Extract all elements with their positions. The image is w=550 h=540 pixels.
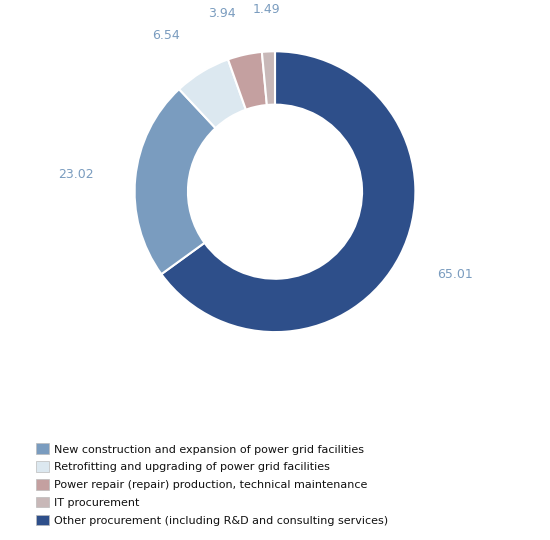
Legend: New construction and expansion of power grid facilities, Retrofitting and upgrad: New construction and expansion of power …: [33, 440, 392, 529]
Text: 1.49: 1.49: [252, 3, 280, 16]
Text: 23.02: 23.02: [58, 168, 94, 181]
Text: 3.94: 3.94: [208, 7, 235, 20]
Wedge shape: [262, 51, 275, 105]
Wedge shape: [161, 51, 415, 332]
Text: 6.54: 6.54: [152, 29, 180, 42]
Text: 65.01: 65.01: [438, 268, 474, 281]
Wedge shape: [228, 52, 267, 110]
Wedge shape: [179, 59, 246, 128]
Wedge shape: [135, 89, 216, 274]
